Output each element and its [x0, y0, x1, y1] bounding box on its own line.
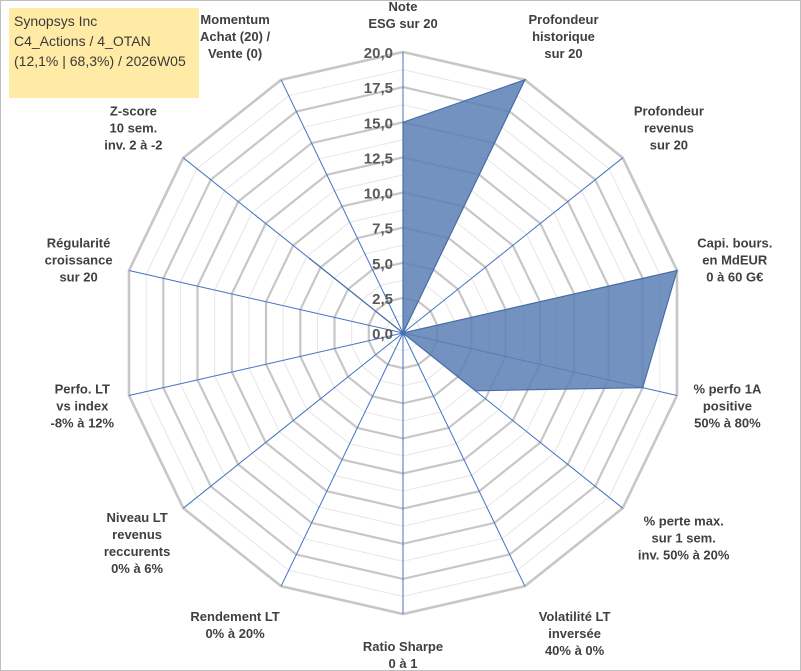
axis-label: Perfo. LT vs index -8% à 12%	[51, 382, 115, 431]
axis-label-line: positive	[703, 399, 752, 414]
axis-label-line: inversée	[548, 626, 601, 641]
axis-label-line: croissance	[45, 252, 113, 267]
axis-label-line: Z-score	[110, 104, 157, 119]
axis-label-line: sur 20	[650, 138, 688, 153]
axis-label-line: ESG sur 20	[368, 16, 437, 31]
spoke-line	[182, 332, 404, 509]
radar-axis-labels: Note ESG sur 20 Profondeur historique sur 20…	[45, 0, 773, 671]
axis-label-line: 0 à 1	[389, 656, 418, 671]
chart-title-line-1: Synopsys Inc	[14, 13, 98, 29]
axis-label-line: Note	[389, 0, 418, 14]
radar-series	[308, 78, 678, 392]
axis-label: Volatilité LT inversée 40% à 0%	[539, 609, 611, 658]
axis-label-line: Achat (20) /	[200, 29, 270, 44]
spoke-line	[280, 332, 404, 587]
spoke-line	[402, 332, 526, 587]
series-point	[524, 79, 526, 81]
axis-label-line: -8% à 12%	[51, 416, 115, 431]
axis-label-line: sur 20	[59, 269, 97, 284]
axis-label-line: Niveau LT	[107, 510, 168, 525]
axis-label-line: sur 1 sem.	[652, 530, 716, 545]
spoke-line	[128, 332, 404, 396]
series-point	[474, 390, 477, 392]
axis-label-line: Profondeur	[528, 12, 598, 27]
chart-title-box: Synopsys Inc C4_Actions / 4_OTAN (12,1% …	[9, 8, 199, 98]
axis-label: Ratio Sharpe 0 à 1	[363, 639, 443, 671]
axis-label: % perfo 1A positive 50% à 80%	[693, 382, 762, 431]
chart-title-line-2: C4_Actions / 4_OTAN	[14, 33, 151, 49]
axis-label-line: Rendement LT	[190, 609, 279, 624]
series-area	[309, 78, 678, 392]
axis-label-line: Momentum	[200, 12, 269, 27]
axis-label-line: % perfo 1A	[693, 382, 762, 397]
axis-label-line: 10 sem.	[110, 121, 158, 136]
tick-label: 5,0	[372, 256, 393, 273]
axis-label-line: Vente (0)	[208, 46, 262, 61]
axis-label-line: Volatilité LT	[539, 609, 611, 624]
axis-label-line: inv. 2 à -2	[104, 138, 162, 153]
axis-label-line: inv. 50% à 20%	[638, 547, 730, 562]
series-point	[402, 332, 404, 334]
axis-label-line: 50% à 80%	[694, 416, 761, 431]
series-point	[308, 257, 311, 260]
axis-label: Profondeur revenus sur 20	[634, 104, 704, 153]
axis-label: Régularité croissance sur 20	[45, 235, 113, 284]
tick-label: 20,0	[364, 45, 393, 62]
axis-label-line: en MdEUR	[702, 252, 768, 267]
axis-label: Z-score 10 sem. inv. 2 à -2	[104, 104, 162, 153]
axis-label-line: % perte max.	[644, 513, 724, 528]
tick-label: 0,0	[372, 326, 393, 343]
axis-label-line: vs index	[56, 399, 109, 414]
radar-tick-labels: 0,0 2,5 5,0 7,5 10,0 12,5 15,0 17,5 20,0	[364, 45, 393, 343]
tick-label: 15,0	[364, 115, 393, 132]
axis-label-line: revenus	[644, 121, 694, 136]
axis-label: Capi. bours. en MdEUR 0 à 60 G€	[697, 235, 772, 284]
axis-label-line: 0% à 20%	[205, 626, 265, 641]
axis-label-line: sur 20	[544, 46, 582, 61]
axis-label-line: 0% à 6%	[111, 561, 163, 576]
chart-title-line-3: (12,1% | 68,3%) / 2026W05	[14, 53, 186, 69]
axis-label: Note ESG sur 20	[368, 0, 437, 31]
series-point	[641, 386, 644, 389]
series-point	[676, 269, 678, 272]
axis-label-line: reccurents	[104, 544, 170, 559]
tick-label: 17,5	[364, 80, 393, 97]
spoke-line	[280, 79, 404, 334]
axis-label-line: revenus	[112, 527, 162, 542]
axis-label: Profondeur historique sur 20	[528, 12, 598, 61]
axis-label-line: Ratio Sharpe	[363, 639, 443, 654]
tick-label: 7,5	[372, 221, 393, 238]
tick-label: 2,5	[372, 291, 393, 308]
spoke-line	[402, 157, 624, 334]
axis-label-line: historique	[532, 29, 595, 44]
axis-label: % perte max. sur 1 sem. inv. 50% à 20%	[638, 513, 730, 562]
axis-label-line: Capi. bours.	[697, 235, 772, 250]
tick-label: 12,5	[364, 150, 393, 167]
axis-label-line: 40% à 0%	[545, 643, 605, 658]
axis-label-line: Profondeur	[634, 104, 704, 119]
spoke-line	[128, 270, 404, 334]
axis-label: Niveau LT revenus reccurents 0% à 6%	[104, 510, 170, 576]
axis-label: Momentum Achat (20) / Vente (0)	[200, 12, 270, 61]
series-point	[402, 121, 404, 124]
axis-label-line: Perfo. LT	[55, 382, 110, 397]
tick-label: 10,0	[364, 186, 393, 203]
axis-label-line: Régularité	[47, 235, 111, 250]
axis-label: Rendement LT 0% à 20%	[190, 609, 279, 641]
axis-label-line: 0 à 60 G€	[706, 269, 763, 284]
